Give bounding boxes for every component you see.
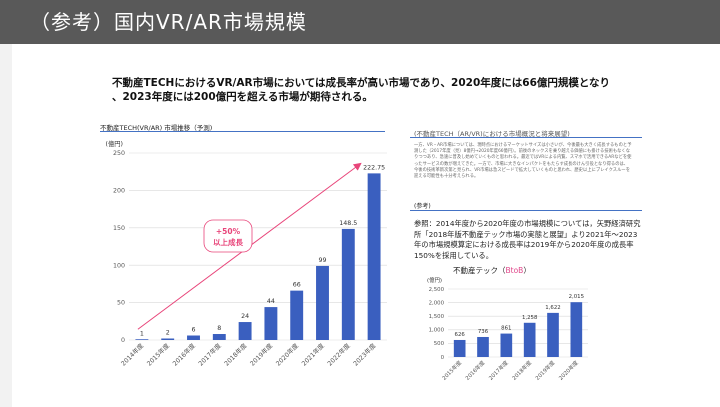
left-panel-label: 不動産TECH(VR/AR) 市場推移（予測) bbox=[100, 124, 213, 132]
bar bbox=[212, 334, 226, 340]
y-tick-label: 0 bbox=[441, 355, 445, 361]
bar bbox=[187, 335, 200, 340]
x-tick-label: 2023年度 bbox=[351, 341, 378, 368]
slide-canvas bbox=[12, 44, 720, 407]
data-label: 148.5 bbox=[339, 220, 357, 227]
y-tick-label: 250 bbox=[113, 150, 125, 157]
growth-badge-line1: +50% bbox=[216, 227, 241, 236]
page-title: （参考）国内VR/AR市場規模 bbox=[30, 10, 307, 34]
x-tick-label: 2014年度 bbox=[119, 341, 146, 368]
data-label: 2,015 bbox=[569, 294, 584, 300]
bar bbox=[453, 339, 466, 357]
y-tick-label: 2,000 bbox=[429, 300, 445, 306]
data-label: 626 bbox=[455, 332, 466, 338]
y-tick-label: 200 bbox=[113, 188, 125, 195]
y-tick-label: 2,500 bbox=[429, 287, 445, 293]
x-tick-label: 2021年度 bbox=[299, 341, 326, 368]
btob-title-main: 不動産テック（ bbox=[453, 266, 506, 275]
y-tick-label: 100 bbox=[113, 262, 125, 269]
btob-title-highlight: BtoB bbox=[505, 266, 524, 275]
market-note: 一方、VR・AR市場については、現時点におけるマーケットサイズは小さいが、今後最… bbox=[414, 143, 632, 180]
bar bbox=[290, 290, 304, 340]
growth-badge bbox=[203, 219, 253, 253]
data-label: 222.75 bbox=[363, 164, 385, 171]
headline-line-2: 、2023年度には200億円を超える市場が期待される。 bbox=[112, 91, 373, 103]
y-tick-label: 1,500 bbox=[429, 314, 445, 320]
data-label: 1,622 bbox=[545, 305, 560, 311]
vrar-market-chart: (億円) 0 50 100 150 200 250 1 2014年度 2 2015年度 6 2016年度… bbox=[105, 139, 387, 368]
data-label: 24 bbox=[241, 313, 249, 320]
data-label: 6 bbox=[191, 327, 195, 334]
data-label: 861 bbox=[501, 326, 511, 332]
bar bbox=[570, 302, 583, 357]
bar bbox=[135, 339, 149, 340]
data-label: 2 bbox=[166, 330, 170, 337]
reference-heading: (参考) bbox=[414, 203, 431, 210]
y-axis-unit-label: (億円) bbox=[427, 276, 442, 284]
x-tick-label: 2020年度 bbox=[274, 341, 301, 368]
btob-title-end: ） bbox=[523, 266, 531, 275]
bar bbox=[161, 338, 175, 340]
x-tick-label: 2017年度 bbox=[196, 341, 223, 368]
y-tick-label: 500 bbox=[434, 341, 445, 347]
x-tick-label: 2016年度 bbox=[463, 358, 486, 381]
data-label: 736 bbox=[478, 329, 489, 335]
title-bar: （参考）国内VR/AR市場規模 bbox=[0, 0, 720, 44]
bar bbox=[500, 333, 513, 357]
reference-rule bbox=[410, 210, 642, 211]
bar bbox=[367, 173, 381, 340]
bar bbox=[341, 228, 355, 340]
headline-line-1: 不動産TECHにおけるVR/AR市場においては成長率が高い市場であり、2020年… bbox=[112, 77, 611, 89]
bar bbox=[264, 307, 278, 340]
y-tick-label: 0 bbox=[121, 337, 125, 344]
x-tick-label: 2016年度 bbox=[170, 341, 197, 368]
x-tick-label: 2019年度 bbox=[248, 341, 275, 368]
data-label: 8 bbox=[217, 325, 221, 332]
bar bbox=[523, 322, 536, 357]
bar bbox=[477, 336, 489, 357]
data-label: 1 bbox=[140, 330, 144, 337]
left-panel-rule bbox=[100, 131, 385, 132]
headline: 不動産TECHにおけるVR/AR市場においては成長率が高い市場であり、2020年… bbox=[112, 76, 612, 104]
y-tick-label: 150 bbox=[113, 225, 125, 232]
bar bbox=[238, 322, 252, 340]
x-tick-label: 2015年度 bbox=[440, 358, 463, 381]
x-tick-label: 2017年度 bbox=[487, 358, 510, 381]
data-label: 99 bbox=[318, 257, 326, 264]
btob-market-chart: (億円) 0 500 1,000 1,500 2,000 2,500 626 2015年度 736… bbox=[427, 276, 588, 382]
x-tick-label: 2018年度 bbox=[510, 358, 533, 381]
right-panel-label: (不動産TECH（AR/VR)における市場概況と将来展望) bbox=[414, 130, 570, 138]
x-tick-label: 2020年度 bbox=[557, 358, 580, 381]
data-label: 66 bbox=[293, 282, 301, 289]
y-tick-label: 50 bbox=[117, 300, 125, 307]
bar bbox=[547, 312, 559, 357]
growth-badge-line2: 以上成長 bbox=[213, 237, 243, 247]
x-tick-label: 2015年度 bbox=[145, 341, 172, 368]
x-tick-label: 2018年度 bbox=[222, 341, 249, 368]
x-tick-label: 2022年度 bbox=[325, 341, 352, 368]
y-tick-label: 1,000 bbox=[429, 328, 445, 334]
right-panel-rule bbox=[410, 137, 642, 138]
btob-chart-title: 不動産テック（BtoB） bbox=[453, 265, 531, 276]
x-tick-label: 2019年度 bbox=[533, 358, 556, 381]
data-label: 44 bbox=[267, 298, 275, 305]
y-axis-unit-label: (億円) bbox=[105, 139, 123, 148]
bar bbox=[316, 265, 329, 340]
data-label: 1,258 bbox=[522, 315, 538, 321]
reference-text: 参照：2014年度から2020年度の市場規模については，矢野経済研究所「2018… bbox=[414, 219, 641, 260]
